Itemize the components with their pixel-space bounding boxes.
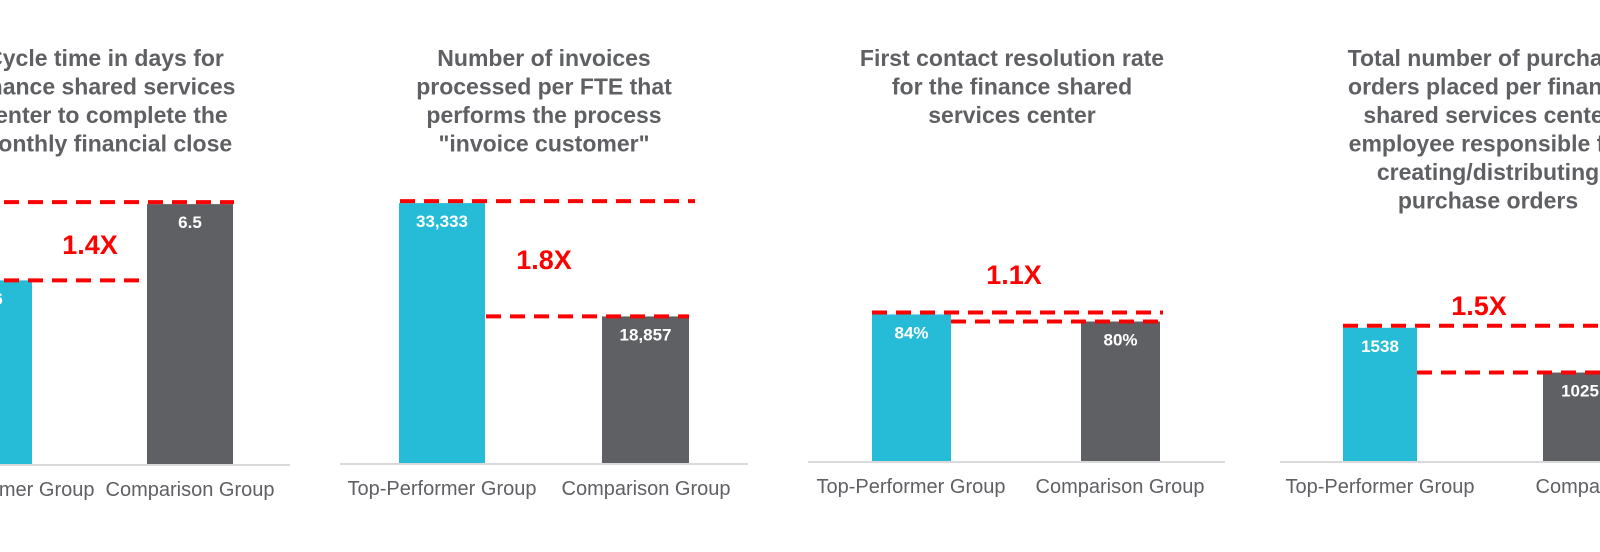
chart-title-line: employee responsible for xyxy=(1349,131,1600,157)
chart-title-line: First contact resolution rate xyxy=(860,45,1164,71)
bar-value-label: 1538 xyxy=(1361,337,1399,356)
comparison-bar xyxy=(147,204,233,465)
multiplier-label: 1.4X xyxy=(62,230,118,260)
multiplier-label: 1.8X xyxy=(516,245,572,275)
top-performer-bar xyxy=(872,314,951,462)
chart-panel-4: Total number of purchase orders placed pe… xyxy=(1280,45,1600,498)
chart-title-line: Cycle time in days for xyxy=(0,45,224,71)
chart-title-line: processed per FTE that xyxy=(416,74,672,100)
category-label: Comparison Group xyxy=(562,478,731,500)
chart-title-line: finance shared services xyxy=(0,74,235,100)
chart-title-line: Total number of purchase xyxy=(1348,45,1600,71)
chart-title-line: center to complete the xyxy=(0,102,228,128)
chart-title-line: Number of invoices xyxy=(437,45,650,71)
comparison-bar xyxy=(602,316,689,464)
category-label: Comparison Group xyxy=(106,479,275,501)
category-label: Top-Performer Group xyxy=(817,476,1006,498)
chart-title-line: performs the process xyxy=(426,102,661,128)
bar-value-label: 33,333 xyxy=(416,212,468,231)
comparison-bar xyxy=(1543,372,1600,462)
chart-panel-3: First contact resolution rate for the fin… xyxy=(808,45,1225,498)
category-label: Top-Performer Group xyxy=(1286,476,1475,498)
chart-title-line: "invoice customer" xyxy=(439,131,650,157)
chart-title-line: creating/distributing xyxy=(1377,159,1599,185)
chart-title-line: for the finance shared xyxy=(892,74,1132,100)
top-performer-bar xyxy=(1343,327,1417,462)
top-performer-bar xyxy=(399,203,485,464)
bar-value-label: 18,857 xyxy=(620,325,672,344)
top-performer-bar xyxy=(0,280,32,465)
bar-value-label: 84% xyxy=(894,323,928,342)
bar-value-label: 6.5 xyxy=(178,213,202,232)
chart-title-line: services center xyxy=(928,102,1096,128)
multiplier-label: 1.1X xyxy=(986,260,1042,290)
bar-value-label: 80% xyxy=(1103,331,1137,350)
comparison-bar xyxy=(1081,321,1160,462)
category-label: Comparison Group xyxy=(1036,476,1205,498)
chart-panel-1: Cycle time in days for finance shared ser… xyxy=(0,45,290,501)
chart-title-line: purchase orders xyxy=(1398,188,1578,214)
multiplier-label: 1.5X xyxy=(1451,291,1507,321)
category-label: Comparison Group xyxy=(1536,476,1600,498)
category-label: Top-Performer Group xyxy=(0,479,94,501)
chart-title-line: monthly financial close xyxy=(0,131,232,157)
chart-panel-2: Number of invoices processed per FTE that… xyxy=(340,45,748,500)
chart-title-line: orders placed per finance xyxy=(1348,74,1600,100)
bar-value-label: 4.6 xyxy=(0,289,3,308)
category-label: Top-Performer Group xyxy=(348,478,537,500)
bar-value-label: 1025 xyxy=(1561,382,1599,401)
chart-title-line: shared services center xyxy=(1363,102,1600,128)
